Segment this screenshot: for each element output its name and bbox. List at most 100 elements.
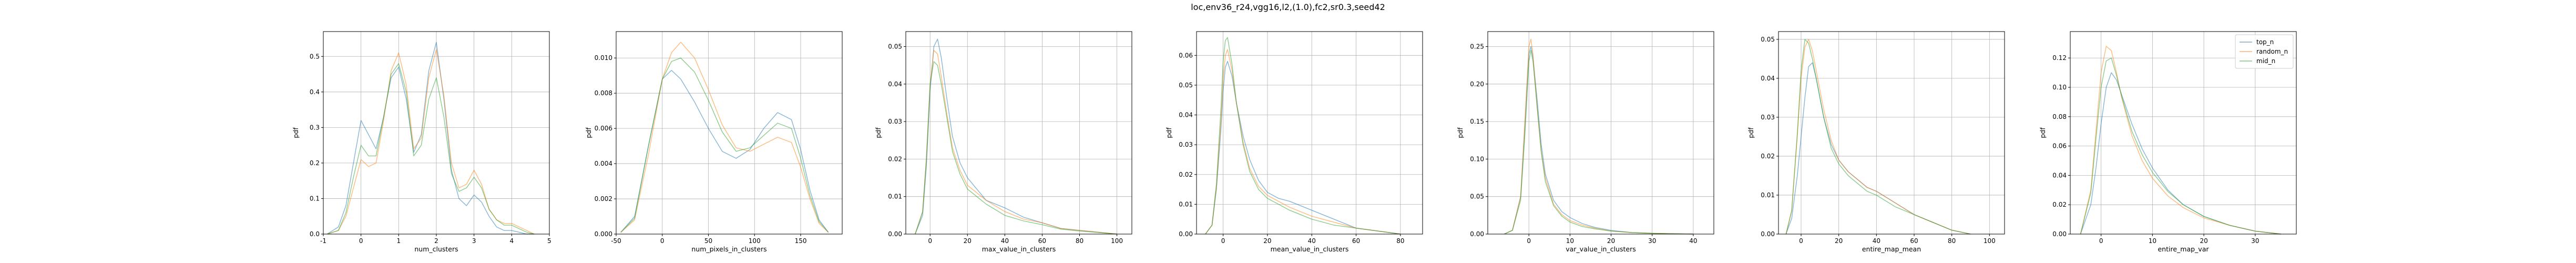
series-line-mid_n [326, 63, 535, 235]
y-tick-label: 0.08 [2052, 113, 2067, 120]
y-axis-label: pdf [1747, 127, 1755, 138]
legend-label-random_n: random_n [2256, 48, 2288, 55]
x-axis-label: num_clusters [414, 245, 458, 253]
series-line-top_n [1205, 60, 1401, 235]
x-tick-label: 0 [1799, 237, 1803, 245]
chart-panel-4: 0 20 40 60 80 0.00 0.01 0.02 0.03 0.04 0.05 0.06 mea… [1165, 31, 1423, 253]
legend-label-mid_n: mid_n [2256, 57, 2275, 65]
y-axis-label: pdf [2039, 127, 2047, 138]
x-tick-label: 150 [795, 237, 807, 245]
y-tick-label: 0.03 [1179, 141, 1193, 148]
y-tick-label: 0.05 [1179, 82, 1193, 89]
chart-panel-7: 0 10 20 30 0.00 0.02 0.04 0.06 0.08 0.10 0.12 entir… [2039, 31, 2297, 253]
x-tick-label: 40 [1001, 237, 1009, 245]
y-tick-label: 0.5 [310, 53, 320, 60]
plot-frame [1778, 31, 2005, 235]
y-tick-label: 0.05 [888, 43, 902, 50]
x-tick-label: 0 [1221, 237, 1225, 245]
y-tick-label: 0.20 [1470, 80, 1484, 88]
series-line-top_n [915, 38, 1117, 235]
plot-frame [616, 31, 843, 235]
y-axis-label: pdf [1456, 127, 1464, 138]
y-tick-label: 0.02 [1179, 171, 1193, 178]
series-line-top_n [620, 69, 829, 233]
x-tick-label: 80 [1076, 237, 1083, 245]
x-tick-label: 20 [2200, 237, 2207, 245]
x-tick-label: 100 [749, 237, 761, 245]
figure-title: loc,env36_r24,vgg16,l2,(1.0),fc2,sr0.3,s… [1191, 2, 1385, 12]
y-tick-label: 0.1 [310, 195, 320, 202]
y-tick-label: 0.02 [888, 155, 902, 163]
y-tick-label: 0.12 [2052, 54, 2067, 62]
x-tick-label: 60 [1352, 237, 1360, 245]
y-tick-label: 0.4 [310, 88, 320, 96]
x-axis-label: num_pixels_in_clusters [691, 245, 766, 253]
y-axis-label: pdf [874, 127, 882, 138]
plot-frame [323, 31, 550, 235]
chart-panel-5: 0 10 20 30 40 0.00 0.05 0.10 0.15 0.20 0.25 var_val… [1456, 31, 1714, 253]
plot-frame [905, 31, 1132, 235]
x-tick-label: 30 [2251, 237, 2259, 245]
x-tick-label: 0 [2099, 237, 2103, 245]
y-tick-label: 0.00 [1179, 230, 1193, 238]
x-tick-label: 20 [1607, 237, 1615, 245]
y-tick-label: 0.10 [2052, 84, 2067, 91]
y-tick-label: 0.01 [1761, 191, 1775, 199]
y-tick-label: 0.002 [595, 195, 612, 203]
y-tick-label: 0.010 [595, 54, 612, 62]
y-tick-label: 0.00 [1761, 230, 1775, 238]
y-tick-label: 0.01 [1179, 200, 1193, 208]
series-line-mid_n [1504, 49, 1693, 235]
chart-panel-2: -50 0 50 100 150 0.000 0.002 0.004 0.006 0.008 0.0… [585, 31, 843, 253]
y-tick-label: 0.0 [310, 230, 320, 238]
series-line-mid_n [2080, 57, 2281, 235]
x-tick-label: 20 [1835, 237, 1843, 245]
x-axis-label: entire_map_mean [1862, 245, 1921, 253]
legend-box [2235, 34, 2294, 69]
y-tick-label: 0.06 [1179, 52, 1193, 59]
x-tick-label: 40 [1308, 237, 1316, 245]
y-tick-label: 0.05 [1470, 193, 1484, 200]
y-tick-label: 0.02 [1761, 153, 1775, 160]
x-tick-label: 40 [1873, 237, 1880, 245]
plot-frame [1196, 31, 1423, 235]
x-tick-label: 40 [1689, 237, 1697, 245]
y-tick-label: 0.004 [595, 160, 612, 167]
x-tick-label: 0 [359, 237, 363, 245]
y-tick-label: 0.3 [310, 124, 320, 131]
series-line-mid_n [1205, 37, 1401, 235]
y-tick-label: 0.10 [1470, 155, 1484, 163]
y-tick-label: 0.00 [888, 230, 902, 238]
x-tick-label: 50 [704, 237, 712, 245]
y-tick-label: 0.04 [888, 80, 902, 88]
y-tick-label: 0.00 [2052, 230, 2067, 238]
x-axis-label: var_value_in_clusters [1566, 245, 1636, 253]
series-line-top_n [1504, 46, 1693, 235]
x-tick-label: 0 [1527, 237, 1531, 245]
x-tick-label: 100 [1984, 237, 1996, 245]
x-tick-label: 80 [1948, 237, 1956, 245]
series-line-random_n [915, 49, 1117, 235]
y-tick-label: 0.008 [595, 89, 612, 97]
x-tick-label: 0 [928, 237, 932, 245]
x-tick-label: -50 [611, 237, 621, 245]
y-tick-label: 0.03 [1761, 114, 1775, 121]
series-line-random_n [326, 49, 535, 235]
x-axis-label: max_value_in_clusters [982, 245, 1056, 253]
x-tick-label: 2 [434, 237, 438, 245]
y-tick-label: 0.06 [2052, 143, 2067, 150]
chart-panel-3: 0 20 40 60 80 100 0.00 0.01 0.02 0.03 0.04 0.05 max_… [874, 31, 1132, 253]
series-line-mid_n [915, 61, 1117, 235]
x-axis-label: mean_value_in_clusters [1271, 245, 1349, 253]
y-tick-label: 0.000 [595, 230, 612, 238]
x-tick-label: -1 [320, 237, 326, 245]
y-tick-label: 0.05 [1761, 36, 1775, 43]
x-tick-label: 10 [1566, 237, 1574, 245]
y-tick-label: 0.25 [1470, 43, 1484, 50]
y-axis-label: pdf [292, 127, 300, 138]
y-tick-label: 0.00 [1470, 230, 1484, 238]
series-line-random_n [2080, 46, 2281, 235]
plot-frame [2070, 31, 2297, 235]
y-axis-label: pdf [1165, 127, 1173, 138]
